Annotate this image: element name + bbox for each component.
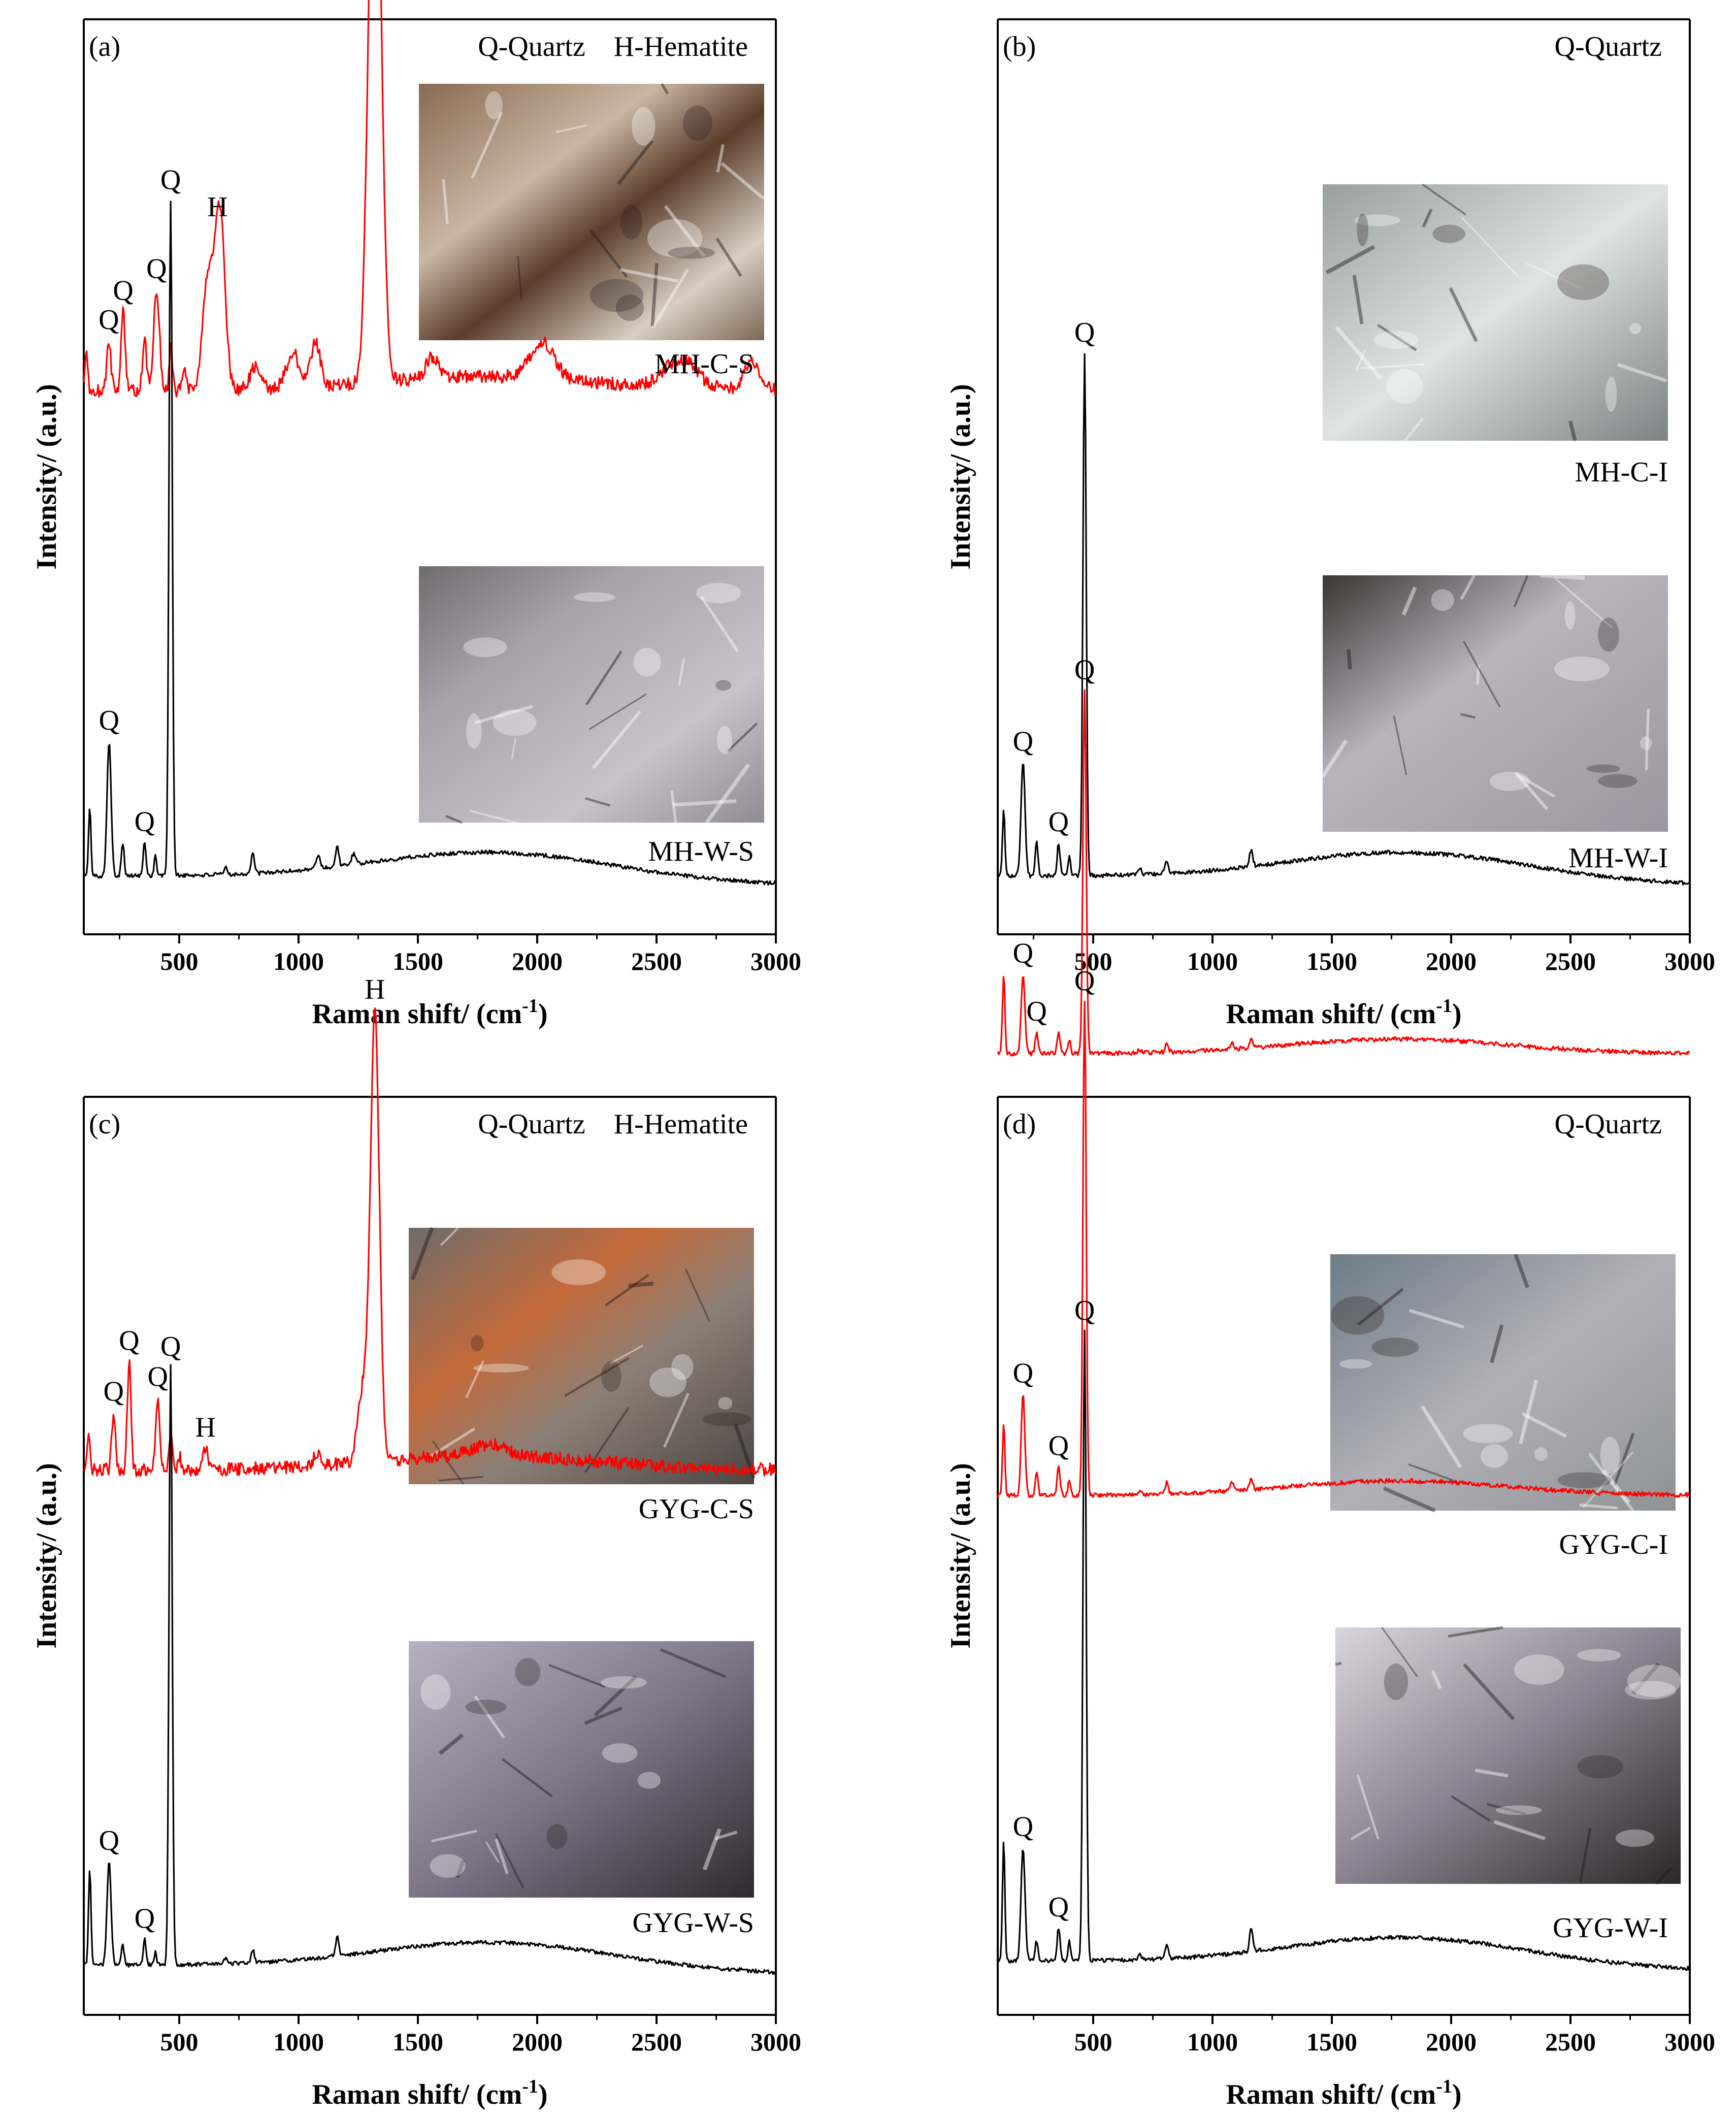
peak-annotation: Q	[160, 1331, 181, 1362]
spectrum-line-MH-C-I	[997, 689, 1690, 1057]
micrograph-inset-image	[409, 1641, 754, 1898]
peak-annotation: Q	[99, 705, 119, 736]
panel-label: (b)	[1003, 31, 1036, 62]
peak-annotation: Q	[1013, 938, 1033, 969]
y-axis-title: Intensity/ (a.u.)	[31, 1463, 62, 1649]
x-axis-title: Raman shift/ (cm-1)	[1226, 995, 1461, 1030]
x-tick-label: 2000	[512, 2028, 563, 2056]
panel-a: 500 1000 1500 2000 2500 3000 Raman shift/ (cm-…	[31, 0, 801, 1030]
micrograph-inset-image	[409, 1227, 756, 1485]
peak-annotation: Q	[1049, 1891, 1069, 1923]
peak-annotation: Q	[1074, 1295, 1095, 1326]
peak-annotation: Q	[104, 1376, 124, 1408]
x-tick-label: 2000	[512, 947, 563, 975]
x-tick-label: 2000	[1426, 947, 1477, 975]
x-tick-label: 500	[160, 947, 199, 975]
spectrum-line-MH-W-S	[83, 201, 777, 886]
peak-annotation: Q	[135, 806, 155, 837]
panel-label: (c)	[89, 1108, 120, 1140]
sample-label: MH-C-S	[654, 348, 754, 380]
micrograph-inset-image	[1321, 573, 1668, 832]
x-tick-label: 3000	[1664, 947, 1715, 975]
peak-annotation: H	[207, 191, 227, 222]
peak-annotation: Q	[1074, 655, 1095, 686]
x-tick-label: 500	[1074, 2028, 1112, 2056]
sample-label: MH-W-S	[648, 836, 754, 867]
legend-text: Q-Quartz	[1555, 1108, 1662, 1140]
spectrum-line-GYG-W-I	[997, 1329, 1691, 1971]
legend-text: Q-Quartz	[1555, 31, 1662, 62]
sample-label: GYG-W-S	[632, 1907, 754, 1939]
x-tick-label: 1000	[1187, 947, 1238, 975]
peak-annotation: H	[195, 1412, 215, 1443]
x-tick-label: 3000	[750, 947, 801, 975]
sample-label: MH-C-I	[1575, 456, 1668, 488]
spectrum-line-GYG-C-S	[83, 1007, 777, 1477]
panel-d: 500 1000 1500 2000 2500 3000 Raman shift/ (cm-…	[945, 965, 1715, 2110]
spectrum-line-MH-W-I	[997, 353, 1691, 886]
sample-label: GYG-W-I	[1553, 1912, 1668, 1944]
micrograph-inset-image	[419, 566, 764, 824]
sample-label: GYG-C-I	[1559, 1529, 1668, 1560]
peak-annotation: Q	[113, 275, 133, 307]
peak-annotation: H	[365, 973, 385, 1005]
peak-annotation: Q	[1049, 806, 1069, 838]
spectrum-line-GYG-C-I	[997, 1000, 1690, 1498]
peak-annotation: Q	[99, 304, 119, 336]
y-axis-title: Intensity/ (a.u.)	[31, 384, 62, 570]
x-tick-label: 1500	[392, 947, 443, 975]
x-tick-label: 1500	[1306, 947, 1357, 975]
x-axis-title: Raman shift/ (cm-1)	[312, 995, 547, 1030]
sample-label: MH-W-I	[1568, 842, 1668, 874]
x-tick-label: 500	[1074, 947, 1112, 975]
y-axis-title: Intensity/ (a.u.)	[945, 384, 976, 570]
spectrum-line-MH-C-S	[83, 0, 777, 398]
panel-b: 500 1000 1500 2000 2500 3000 Raman shift/ (cm-…	[945, 18, 1715, 1057]
x-tick-label: 1500	[1306, 2028, 1357, 2056]
sample-label: GYG-C-S	[639, 1493, 754, 1525]
micrograph-inset-image	[419, 83, 766, 340]
peak-annotation: Q	[119, 1325, 139, 1356]
x-tick-label: 500	[160, 2028, 199, 2056]
x-tick-label: 2500	[631, 2028, 682, 2056]
panel-label: (d)	[1003, 1108, 1036, 1140]
peak-annotation: Q	[1074, 965, 1095, 997]
peak-annotation: Q	[99, 1825, 119, 1856]
x-tick-label: 1000	[273, 2028, 324, 2056]
x-tick-label: 2500	[1545, 2028, 1596, 2056]
legend-text: Q-Quartz H-Hematite	[478, 1108, 748, 1140]
peak-annotation: Q	[1026, 996, 1046, 1027]
x-tick-label: 1000	[1187, 2028, 1238, 2056]
x-tick-label: 2500	[1545, 947, 1596, 975]
peak-annotation: Q	[146, 253, 167, 284]
y-axis-title: Intensity/ (a.u.)	[945, 1463, 976, 1649]
micrograph-inset-image	[1335, 1626, 1681, 1885]
x-tick-label: 3000	[1664, 2028, 1715, 2056]
x-axis-title: Raman shift/ (cm-1)	[312, 2076, 547, 2110]
legend-text: Q-Quartz H-Hematite	[478, 31, 748, 62]
x-tick-label: 1000	[273, 947, 324, 975]
x-tick-label: 3000	[750, 2028, 801, 2056]
x-tick-label: 1500	[392, 2028, 443, 2056]
peak-annotation: Q	[1013, 726, 1033, 758]
peak-annotation: Q	[147, 1361, 168, 1393]
panel-c: 500 1000 1500 2000 2500 3000 Raman shift/ (cm-…	[31, 973, 801, 2110]
micrograph-inset-image	[1323, 183, 1668, 442]
peak-annotation: Q	[1013, 1358, 1033, 1389]
x-tick-label: 2500	[631, 947, 682, 975]
spectrum-line-GYG-W-S	[83, 1364, 776, 1975]
peak-annotation: Q	[1049, 1430, 1069, 1462]
peak-annotation: Q	[1074, 317, 1095, 348]
panel-label: (a)	[89, 31, 120, 62]
peak-annotation: Q	[160, 165, 181, 196]
x-tick-label: 2000	[1426, 2028, 1477, 2056]
x-axis-title: Raman shift/ (cm-1)	[1226, 2076, 1461, 2110]
peak-annotation: Q	[1013, 1811, 1033, 1843]
peak-annotation: Q	[135, 1903, 155, 1935]
micrograph-inset-image	[1330, 1253, 1676, 1513]
